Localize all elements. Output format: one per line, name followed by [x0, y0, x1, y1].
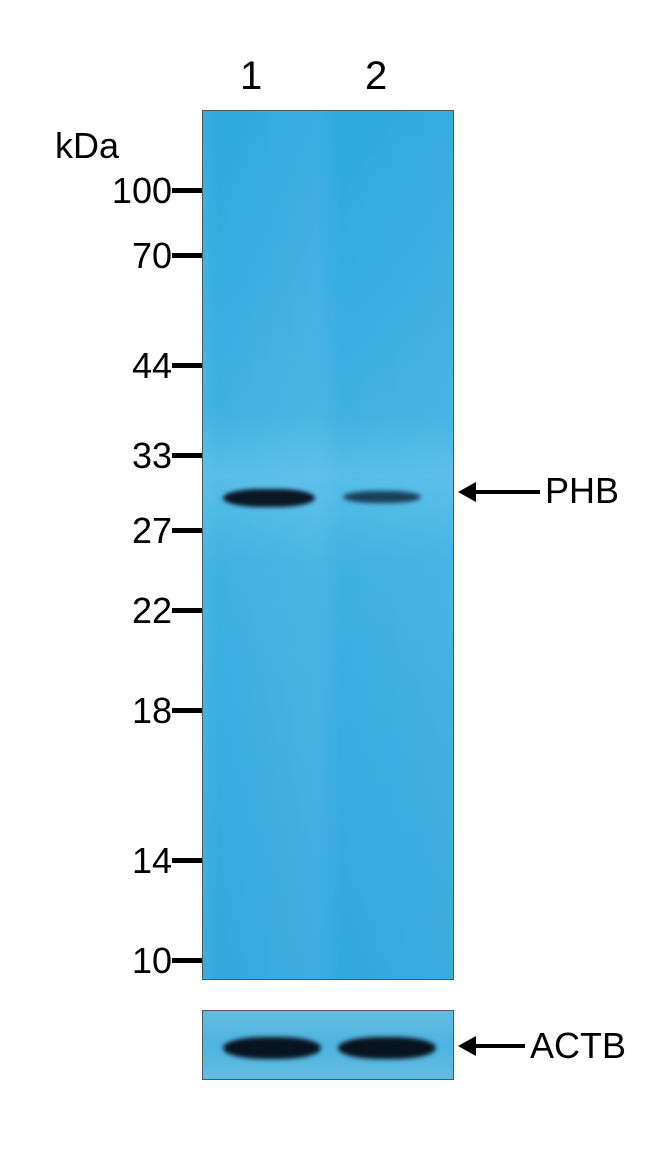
actb-arrow-line — [476, 1044, 525, 1048]
target-label-actb: ACTB — [530, 1025, 626, 1067]
mw-tick-22 — [172, 608, 202, 613]
mw-label-44: 44 — [132, 345, 172, 387]
blot-texture — [203, 111, 453, 979]
mw-label-14: 14 — [132, 840, 172, 882]
mw-label-10: 10 — [132, 940, 172, 982]
mw-tick-27 — [172, 528, 202, 533]
mw-label-18: 18 — [132, 690, 172, 732]
main-blot-membrane — [202, 110, 454, 980]
western-blot-figure: 1 2 kDa 100 70 44 33 27 22 18 14 10 PHB — [0, 0, 650, 1156]
mw-tick-44 — [172, 363, 202, 368]
mw-tick-10 — [172, 958, 202, 963]
mw-label-100: 100 — [112, 170, 172, 212]
actb-arrow-head — [458, 1036, 476, 1056]
mw-tick-33 — [172, 453, 202, 458]
band-phb-lane2 — [343, 491, 421, 503]
unit-label-kda: kDa — [55, 125, 119, 167]
mw-tick-100 — [172, 188, 202, 193]
band-phb-lane1 — [223, 489, 315, 507]
mw-tick-18 — [172, 708, 202, 713]
mw-label-70: 70 — [132, 235, 172, 277]
mw-label-27: 27 — [132, 510, 172, 552]
lane-label-1: 1 — [240, 54, 262, 99]
mw-tick-70 — [172, 253, 202, 258]
phb-arrow-head — [458, 482, 476, 502]
mw-label-22: 22 — [132, 590, 172, 632]
lane-label-2: 2 — [365, 54, 387, 99]
actb-blot-membrane — [202, 1010, 454, 1080]
band-actb-lane1 — [223, 1037, 321, 1059]
phb-arrow-line — [476, 490, 540, 494]
mw-label-33: 33 — [132, 435, 172, 477]
target-label-phb: PHB — [545, 470, 619, 512]
mw-tick-14 — [172, 858, 202, 863]
band-actb-lane2 — [338, 1037, 436, 1059]
